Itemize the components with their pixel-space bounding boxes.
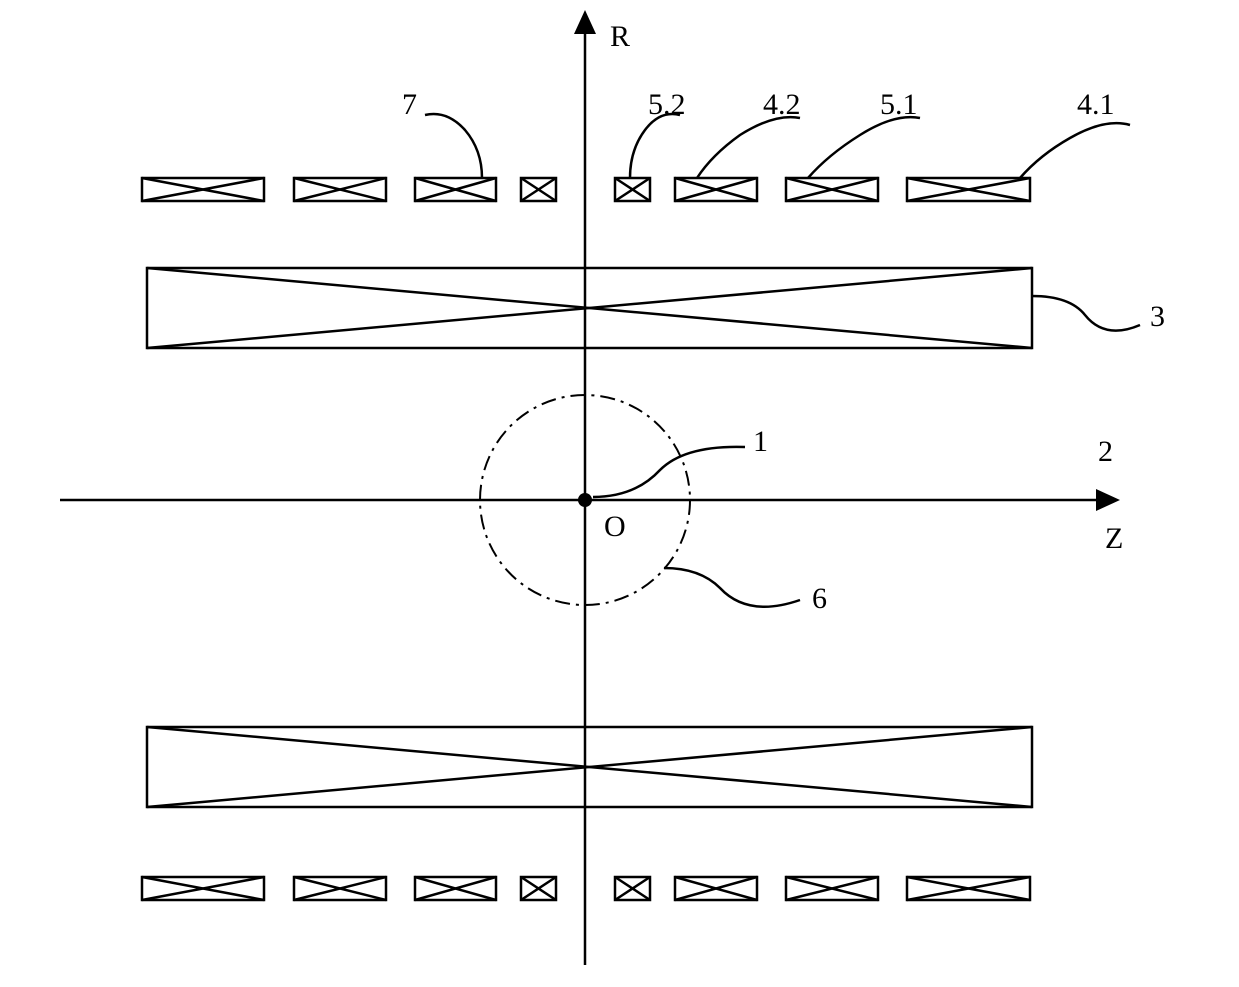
label-7: 7: [402, 88, 417, 122]
leader-1: [593, 447, 745, 497]
diagram-svg: [0, 0, 1239, 982]
label-Z: Z: [1105, 522, 1123, 556]
leader-5-1: [808, 117, 920, 178]
label-2: 2: [1098, 435, 1113, 469]
leader-4-2: [697, 117, 800, 178]
label-6: 6: [812, 582, 827, 616]
r-axis-arrow: [574, 10, 596, 34]
z-axis-arrow: [1096, 489, 1120, 511]
leader-4-1: [1020, 123, 1130, 178]
label-3: 3: [1150, 300, 1165, 334]
leader-7: [425, 114, 482, 178]
center-dot: [578, 493, 592, 507]
label-O: O: [604, 510, 626, 544]
diagram-container: R Z O 1 2 3 4.1 4.2 5.1 5.2 6 7: [0, 0, 1239, 982]
label-1: 1: [753, 425, 768, 459]
label-4-1: 4.1: [1077, 88, 1115, 122]
label-5-1: 5.1: [880, 88, 918, 122]
leader-6: [664, 568, 800, 607]
label-5-2: 5.2: [648, 88, 686, 122]
label-R: R: [610, 20, 630, 54]
label-4-2: 4.2: [763, 88, 801, 122]
leader-3: [1032, 296, 1140, 331]
leader-5-2: [630, 114, 680, 178]
